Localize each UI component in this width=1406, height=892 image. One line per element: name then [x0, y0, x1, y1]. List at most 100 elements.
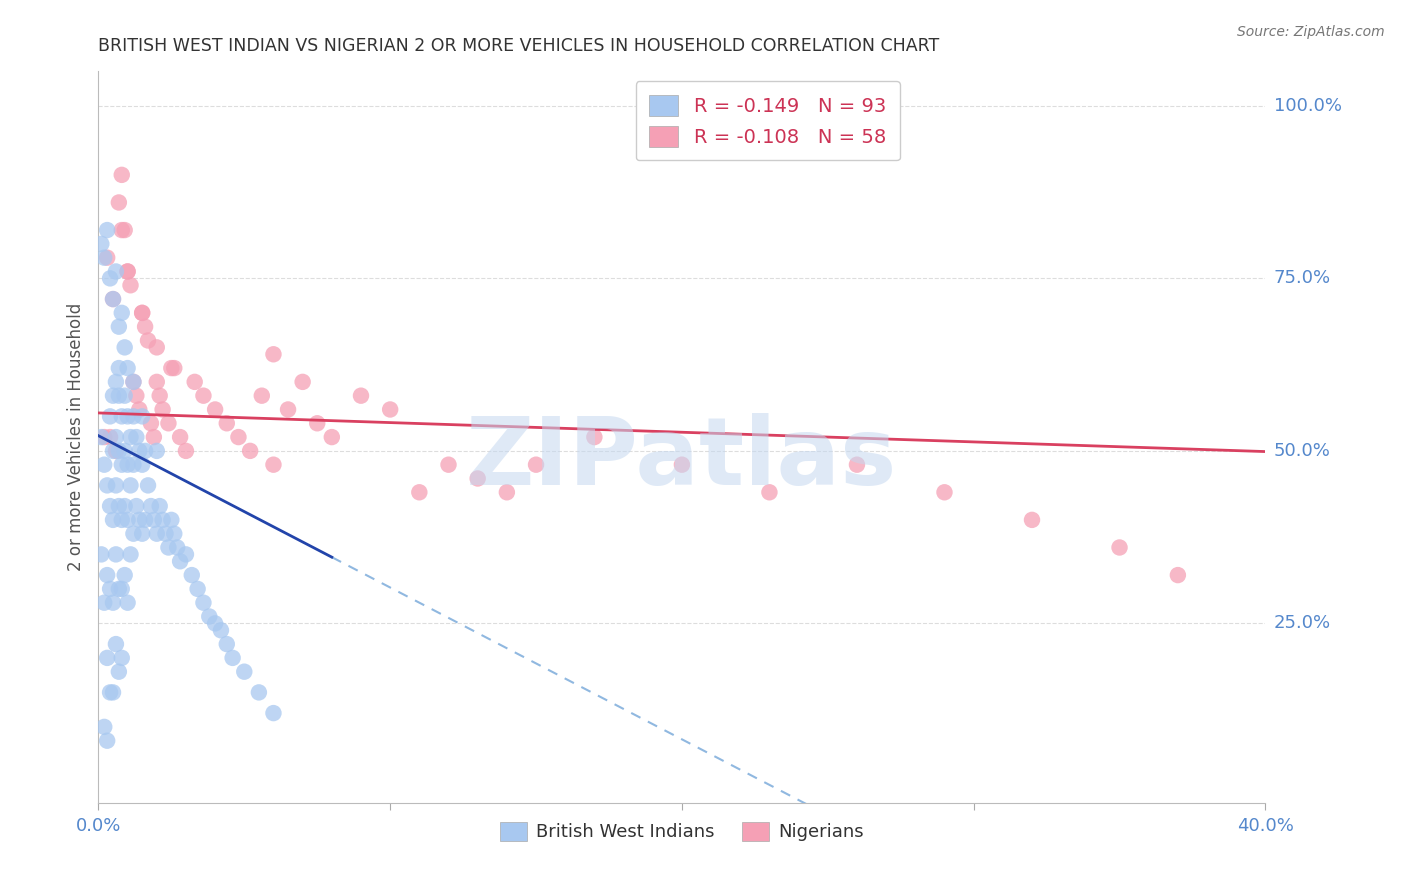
Point: [98, 271, 121, 285]
Point: [108, 582, 131, 596]
Point: [187, 582, 209, 596]
Point: [101, 443, 124, 458]
Point: [104, 637, 127, 651]
Point: [122, 375, 145, 389]
Point: [96, 651, 118, 665]
Point: [98, 430, 121, 444]
Point: [198, 609, 221, 624]
Legend: British West Indians, Nigerians: British West Indians, Nigerians: [494, 814, 870, 848]
Point: [350, 389, 373, 403]
Point: [114, 568, 136, 582]
Point: [96, 478, 118, 492]
Point: [120, 278, 142, 293]
Point: [101, 596, 124, 610]
Point: [111, 223, 134, 237]
Point: [174, 443, 197, 458]
Point: [146, 526, 169, 541]
Point: [1167, 568, 1189, 582]
Point: [758, 485, 780, 500]
Point: [671, 458, 693, 472]
Point: [307, 417, 329, 431]
Point: [134, 443, 156, 458]
Point: [160, 513, 183, 527]
Point: [104, 548, 127, 562]
Point: [93, 458, 115, 472]
Point: [108, 443, 131, 458]
Point: [114, 340, 136, 354]
Text: 100.0%: 100.0%: [1274, 97, 1341, 115]
Point: [136, 478, 159, 492]
Point: [262, 458, 284, 472]
Point: [96, 568, 118, 582]
Point: [101, 513, 124, 527]
Point: [247, 685, 270, 699]
Point: [93, 430, 115, 444]
Point: [583, 430, 606, 444]
Point: [149, 389, 172, 403]
Point: [122, 526, 145, 541]
Point: [408, 485, 430, 500]
Point: [1021, 513, 1043, 527]
Point: [166, 541, 188, 555]
Point: [96, 223, 118, 237]
Point: [117, 264, 139, 278]
Point: [108, 319, 131, 334]
Point: [131, 458, 153, 472]
Point: [152, 402, 174, 417]
Point: [183, 375, 205, 389]
Point: [142, 430, 165, 444]
Point: [193, 596, 215, 610]
Point: [101, 292, 124, 306]
Point: [215, 637, 238, 651]
Point: [111, 168, 134, 182]
Text: 75.0%: 75.0%: [1274, 269, 1331, 287]
Point: [131, 526, 153, 541]
Point: [104, 430, 127, 444]
Point: [180, 568, 202, 582]
Point: [93, 596, 115, 610]
Point: [96, 251, 118, 265]
Point: [98, 409, 121, 424]
Point: [163, 361, 186, 376]
Point: [169, 430, 191, 444]
Point: [101, 685, 124, 699]
Point: [104, 443, 127, 458]
Point: [108, 499, 131, 513]
Point: [321, 430, 343, 444]
Point: [1108, 541, 1130, 555]
Point: [101, 292, 124, 306]
Point: [111, 409, 134, 424]
Point: [437, 458, 460, 472]
Point: [122, 375, 145, 389]
Point: [104, 375, 127, 389]
Point: [169, 554, 191, 568]
Point: [90, 430, 112, 444]
Point: [846, 458, 869, 472]
Point: [98, 499, 121, 513]
Y-axis label: 2 or more Vehicles in Household: 2 or more Vehicles in Household: [66, 303, 84, 571]
Point: [291, 375, 314, 389]
Point: [114, 499, 136, 513]
Point: [128, 402, 150, 417]
Point: [146, 443, 169, 458]
Point: [239, 443, 262, 458]
Point: [117, 361, 139, 376]
Text: 25.0%: 25.0%: [1274, 615, 1331, 632]
Point: [122, 409, 145, 424]
Point: [108, 389, 131, 403]
Point: [233, 665, 256, 679]
Point: [111, 582, 134, 596]
Point: [193, 389, 215, 403]
Point: [93, 720, 115, 734]
Point: [380, 402, 402, 417]
Point: [157, 417, 180, 431]
Point: [134, 319, 156, 334]
Text: Source: ZipAtlas.com: Source: ZipAtlas.com: [1237, 25, 1385, 39]
Point: [111, 306, 134, 320]
Point: [174, 548, 197, 562]
Point: [142, 513, 165, 527]
Point: [160, 361, 183, 376]
Point: [139, 417, 162, 431]
Point: [149, 499, 172, 513]
Point: [128, 443, 150, 458]
